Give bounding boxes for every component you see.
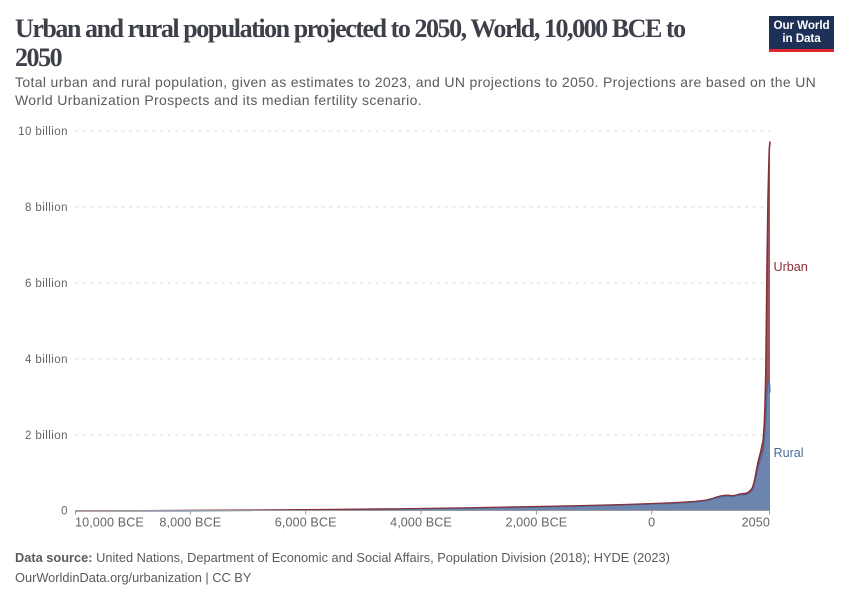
svg-text:6 billion: 6 billion	[25, 278, 68, 290]
svg-text:10,000 BCE: 10,000 BCE	[75, 516, 144, 530]
svg-text:4,000 BCE: 4,000 BCE	[390, 516, 452, 530]
svg-text:8 billion: 8 billion	[25, 202, 68, 214]
svg-text:2050: 2050	[742, 516, 770, 530]
svg-text:4 billion: 4 billion	[25, 354, 68, 366]
svg-text:0: 0	[61, 506, 68, 518]
svg-text:2 billion: 2 billion	[25, 430, 68, 442]
svg-text:8,000 BCE: 8,000 BCE	[159, 516, 221, 530]
svg-text:Rural: Rural	[774, 446, 804, 460]
svg-text:Urban: Urban	[774, 260, 808, 274]
svg-text:2,000 BCE: 2,000 BCE	[505, 516, 567, 530]
svg-text:6,000 BCE: 6,000 BCE	[275, 516, 337, 530]
svg-text:0: 0	[648, 516, 655, 530]
svg-text:10 billion: 10 billion	[18, 126, 68, 138]
